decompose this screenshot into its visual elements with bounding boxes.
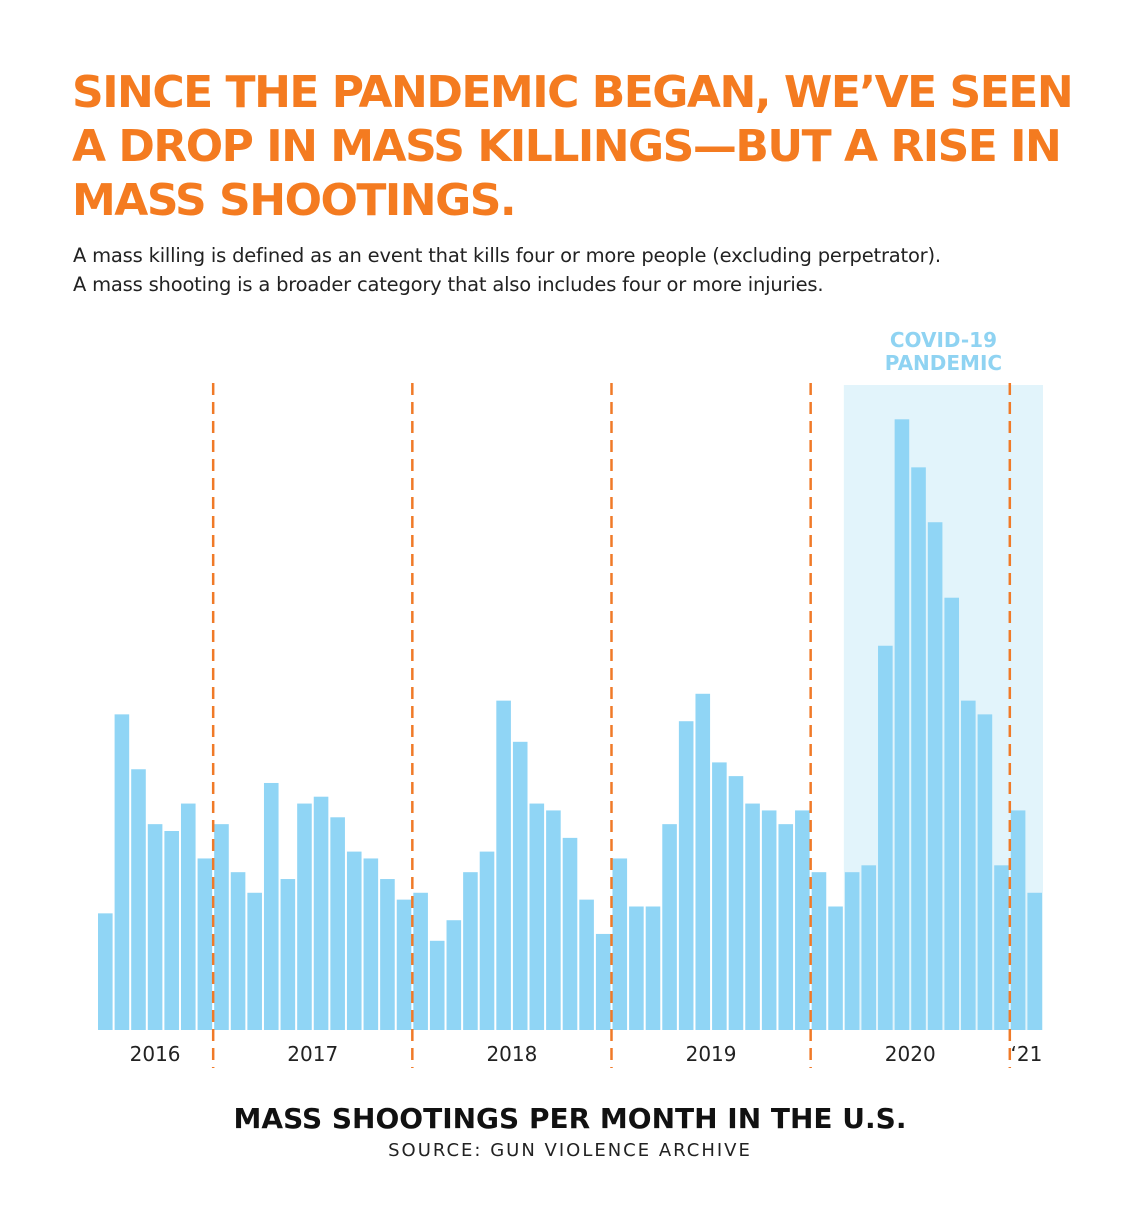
bar bbox=[745, 803, 760, 1030]
bar bbox=[595, 933, 611, 1030]
bar bbox=[380, 879, 395, 1030]
bar bbox=[346, 851, 362, 1030]
bar bbox=[263, 782, 279, 1030]
bar bbox=[562, 837, 578, 1030]
x-group-label: ‘21 bbox=[1010, 1042, 1042, 1066]
bar bbox=[828, 906, 843, 1030]
subtitle: A mass shooting is a broader category th… bbox=[73, 273, 824, 296]
bar bbox=[479, 851, 495, 1030]
bar bbox=[778, 824, 794, 1030]
bar bbox=[795, 810, 810, 1030]
x-group-label: 2018 bbox=[486, 1042, 537, 1066]
bar bbox=[98, 913, 113, 1030]
bar bbox=[197, 858, 213, 1030]
bar bbox=[1027, 892, 1042, 1030]
bar bbox=[429, 940, 445, 1030]
bar bbox=[214, 824, 229, 1030]
x-title: MASS SHOOTINGS PER MONTH IN THE U.S. bbox=[234, 1102, 907, 1135]
bar bbox=[313, 796, 329, 1030]
bar bbox=[629, 906, 644, 1030]
x-group-label: 2017 bbox=[287, 1042, 338, 1066]
bar bbox=[297, 803, 312, 1030]
highlight-label: COVID-19 bbox=[890, 328, 997, 352]
bar bbox=[247, 892, 262, 1030]
bar bbox=[645, 906, 661, 1030]
bar bbox=[446, 920, 462, 1030]
bar bbox=[861, 865, 877, 1030]
bar bbox=[878, 645, 893, 1030]
bar bbox=[529, 803, 545, 1030]
bar bbox=[844, 872, 860, 1030]
bar bbox=[512, 741, 528, 1030]
x-group-label: 2019 bbox=[686, 1042, 737, 1066]
bar bbox=[579, 899, 594, 1030]
title: SINCE THE PANDEMIC BEGAN, WE’VE SEEN A D… bbox=[72, 67, 1074, 226]
bar bbox=[894, 419, 910, 1031]
bar bbox=[662, 824, 677, 1030]
bar bbox=[280, 879, 296, 1030]
bar bbox=[927, 522, 943, 1030]
bar bbox=[1010, 810, 1026, 1030]
subtitle: A mass killing is defined as an event th… bbox=[73, 244, 941, 267]
bar bbox=[396, 899, 412, 1030]
bar bbox=[463, 872, 478, 1030]
bar bbox=[131, 769, 146, 1030]
bar bbox=[678, 721, 694, 1030]
bar bbox=[712, 762, 727, 1030]
bar bbox=[413, 892, 428, 1030]
bar bbox=[546, 810, 561, 1030]
bar bbox=[961, 700, 976, 1030]
highlight-label: PANDEMIC bbox=[885, 351, 1002, 375]
bar bbox=[761, 810, 777, 1030]
bar bbox=[164, 831, 179, 1030]
bar bbox=[811, 872, 827, 1030]
bar bbox=[147, 824, 163, 1030]
bar bbox=[363, 858, 379, 1030]
bar bbox=[180, 803, 196, 1030]
x-group-label: 2016 bbox=[130, 1042, 181, 1066]
x-group-label: 2020 bbox=[885, 1042, 936, 1066]
bar bbox=[728, 776, 744, 1030]
bar bbox=[695, 693, 711, 1030]
bar bbox=[230, 872, 246, 1030]
bar bbox=[911, 467, 926, 1030]
bar bbox=[496, 700, 511, 1030]
bar bbox=[994, 865, 1009, 1030]
bar bbox=[330, 817, 345, 1030]
bar bbox=[612, 858, 628, 1030]
bar bbox=[114, 714, 130, 1030]
source: SOURCE: GUN VIOLENCE ARCHIVE bbox=[388, 1140, 752, 1161]
bar bbox=[944, 597, 960, 1030]
bar bbox=[977, 714, 993, 1030]
